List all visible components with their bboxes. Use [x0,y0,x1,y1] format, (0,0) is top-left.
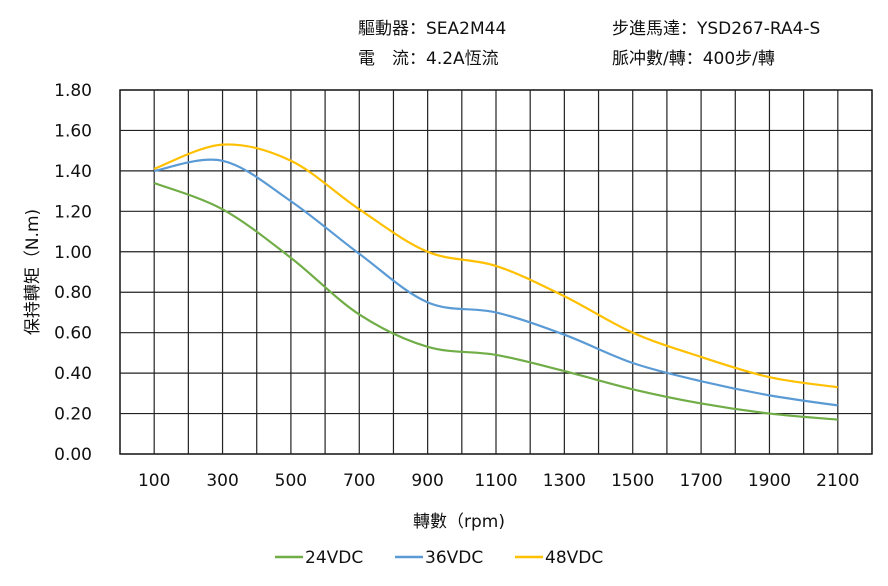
motor-label: 步進馬達：YSD267-RA4-S [612,19,821,39]
y-tick-label: 0.00 [54,445,92,465]
x-axis-label: 轉數（rpm) [413,512,505,532]
x-tick-label: 1500 [611,471,654,491]
x-tick-label: 1900 [748,471,791,491]
y-tick-label: 0.60 [54,324,92,344]
x-tick-label: 1300 [543,471,586,491]
x-tick-label: 1100 [474,471,517,491]
legend-label: 36VDC [425,548,483,568]
plot-border [119,89,873,455]
y-tick-label: 0.20 [54,405,92,425]
x-tick-label: 700 [343,471,375,491]
driver-label: 驅動器：SEA2M44 [358,19,507,39]
x-tick-label: 100 [138,471,170,491]
legend-label: 48VDC [545,548,603,568]
y-tick-label: 1.00 [54,243,92,263]
series-line-36VDC [153,158,838,407]
legend-label: 24VDC [305,548,363,568]
y-tick-label: 1.80 [54,81,92,101]
pulses-label: 脈冲數/轉：400步/轉 [612,49,775,69]
series-line-24VDC [153,181,838,421]
series-line-48VDC [153,143,838,389]
y-tick-label: 0.40 [54,364,92,384]
x-tick-label: 1700 [679,471,722,491]
x-tick-label: 300 [206,471,238,491]
current-label: 電 流：4.2A恆流 [358,49,499,69]
x-tick-label: 2100 [816,471,859,491]
y-tick-label: 1.60 [54,121,92,141]
y-tick-label: 0.80 [54,283,92,303]
y-tick-label: 1.40 [54,162,92,182]
x-tick-label: 900 [411,471,443,491]
y-axis-label: 保持轉矩（N.m) [23,209,43,335]
x-tick-label: 500 [275,471,307,491]
y-tick-label: 1.20 [54,202,92,222]
